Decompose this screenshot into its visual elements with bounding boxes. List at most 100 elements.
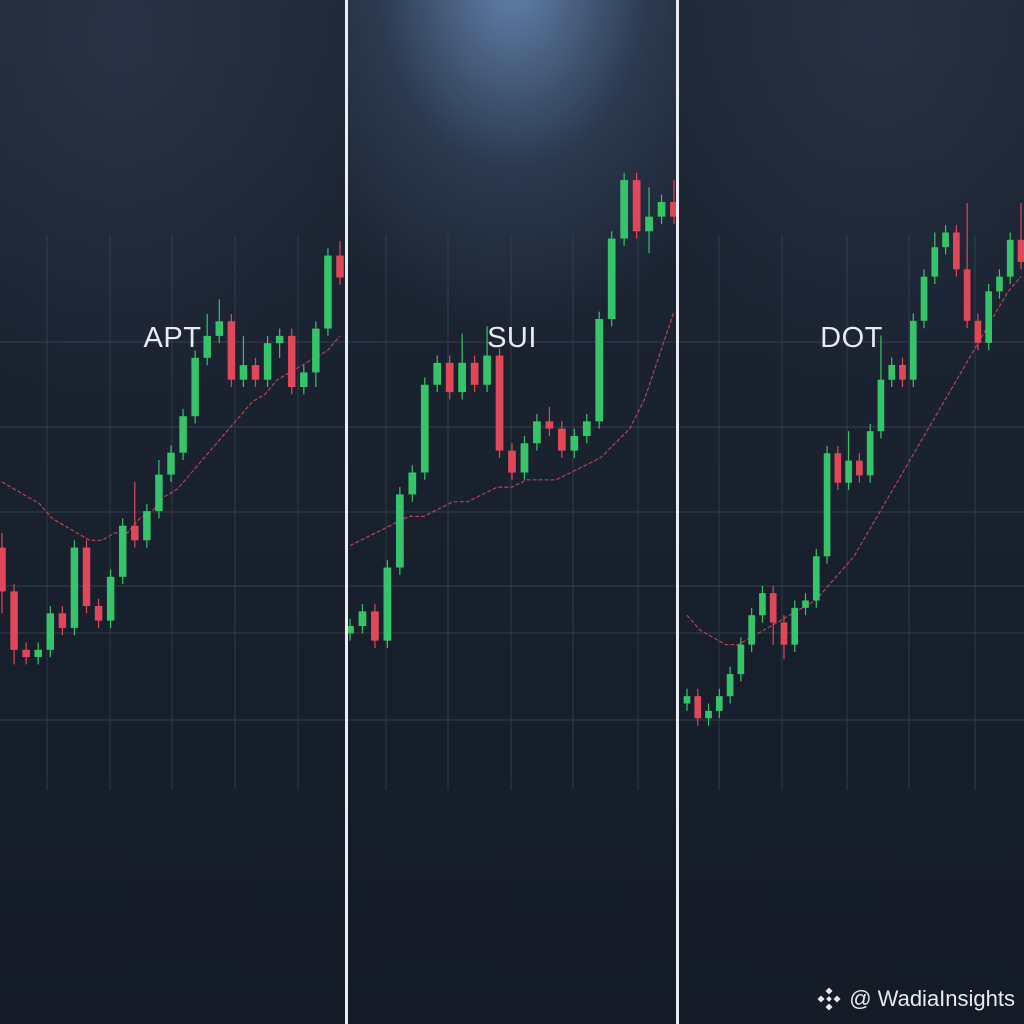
- candle-body: [715, 696, 723, 711]
- candle-body: [645, 216, 653, 232]
- candle-body: [203, 335, 211, 358]
- candle-body: [856, 460, 863, 476]
- candle-down: [963, 203, 971, 329]
- candle-body: [705, 710, 712, 719]
- candle-body: [143, 511, 151, 541]
- candle-body: [520, 443, 529, 473]
- candle-body: [179, 416, 187, 453]
- moving-average-line: [1, 335, 341, 541]
- candle-body: [118, 525, 127, 577]
- candle-body: [866, 431, 874, 476]
- candle-body: [909, 320, 917, 380]
- candle-up: [143, 503, 151, 548]
- candle-body: [533, 421, 541, 444]
- candle-body: [953, 232, 960, 270]
- candle-up: [726, 666, 734, 704]
- candle-up: [996, 269, 1003, 299]
- candle-body: [445, 362, 454, 393]
- candle-body: [106, 576, 115, 621]
- candle-up: [395, 487, 404, 575]
- moving-average-line: [686, 276, 1022, 646]
- candle-down: [10, 584, 18, 665]
- grid: [0, 235, 345, 790]
- candle-up: [812, 548, 820, 608]
- candle-down: [227, 314, 236, 387]
- chart-panel-dot: DOT: [679, 0, 1024, 1024]
- chart-svg-dot: [679, 203, 1024, 790]
- candle-up: [877, 335, 885, 439]
- candle-down: [495, 348, 504, 458]
- candle-body: [82, 547, 91, 606]
- chart-title: SUI: [487, 322, 537, 354]
- candle-body: [570, 435, 579, 451]
- candle-down: [287, 328, 296, 395]
- candle-up: [823, 445, 831, 564]
- candle-body: [508, 450, 516, 473]
- watermark: @ WadiaInsights: [817, 986, 1015, 1012]
- candle-body: [780, 622, 788, 645]
- candle-up: [215, 299, 224, 344]
- candle-up: [985, 284, 993, 351]
- candle-body: [985, 291, 993, 343]
- candle-down: [131, 481, 139, 548]
- candle-up: [275, 328, 284, 358]
- candle-body: [582, 421, 591, 436]
- candle-body: [34, 649, 42, 658]
- candle-body: [383, 567, 392, 641]
- candle-body: [408, 472, 417, 495]
- candle-down: [58, 606, 67, 636]
- candle-body: [358, 611, 367, 627]
- candle-body: [899, 364, 906, 380]
- candle-body: [94, 606, 103, 621]
- panel-divider: [676, 0, 679, 1024]
- candle-down: [557, 421, 566, 458]
- candle-body: [791, 607, 799, 645]
- candle-body: [607, 238, 616, 319]
- candle-body: [823, 453, 831, 557]
- candle-body: [275, 335, 284, 344]
- candle-body: [495, 355, 504, 451]
- panel-divider: [345, 0, 348, 1024]
- candle-up: [737, 637, 745, 682]
- candle-up: [1006, 232, 1014, 284]
- candle-up: [533, 414, 541, 451]
- candle-body: [620, 180, 629, 239]
- candle-up: [312, 321, 320, 387]
- candle-up: [46, 606, 55, 658]
- candle-body: [312, 328, 320, 373]
- candle-body: [420, 384, 429, 473]
- candle-down: [899, 357, 906, 388]
- candle-up: [167, 445, 175, 482]
- candle-down: [1017, 203, 1024, 270]
- candle-body: [595, 318, 604, 422]
- candle-up: [348, 618, 354, 641]
- candle-body: [251, 365, 260, 380]
- candle-body: [483, 355, 491, 385]
- candle-down: [336, 241, 344, 285]
- candle-down: [953, 225, 960, 277]
- candle-up: [458, 333, 467, 400]
- candle-body: [920, 276, 928, 321]
- candle-down: [251, 357, 260, 387]
- candle-up: [683, 688, 691, 711]
- candle-body: [191, 357, 199, 417]
- candle-body: [737, 644, 745, 675]
- candle-up: [888, 357, 896, 388]
- candle-body: [726, 674, 734, 697]
- candle-up: [705, 703, 712, 726]
- candle-body: [287, 335, 296, 387]
- candle-body: [300, 372, 308, 387]
- candle-up: [802, 593, 809, 616]
- candle-down: [670, 180, 676, 224]
- candle-down: [22, 642, 30, 665]
- candle-body: [670, 202, 676, 217]
- candle-up: [106, 569, 115, 628]
- candle-down: [769, 585, 777, 645]
- candle-body: [263, 343, 272, 380]
- candle-up: [383, 560, 392, 648]
- candle-body: [557, 428, 566, 451]
- binance-logo-icon: [817, 987, 841, 1011]
- candle-up: [70, 540, 79, 636]
- candle-up: [595, 311, 604, 429]
- moving-average-line: [349, 311, 675, 547]
